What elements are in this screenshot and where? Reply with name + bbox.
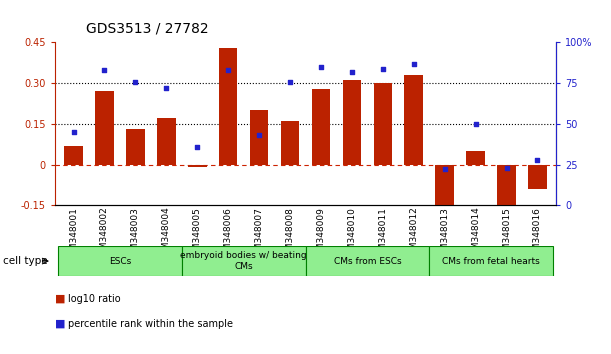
Point xyxy=(100,67,109,73)
Bar xyxy=(188,165,207,167)
Point xyxy=(131,79,141,84)
Point xyxy=(470,121,480,127)
Bar xyxy=(497,165,516,219)
Bar xyxy=(429,246,553,276)
Point xyxy=(316,64,326,70)
Bar xyxy=(281,121,299,165)
Bar xyxy=(219,48,238,165)
Text: CMs from fetal hearts: CMs from fetal hearts xyxy=(442,257,540,266)
Text: ESCs: ESCs xyxy=(109,257,131,266)
Bar xyxy=(343,80,361,165)
Point xyxy=(409,61,419,67)
Text: log10 ratio: log10 ratio xyxy=(68,294,121,304)
Point xyxy=(285,79,295,84)
Text: cell type: cell type xyxy=(3,256,48,266)
Bar xyxy=(157,119,175,165)
Point xyxy=(440,167,450,172)
Bar xyxy=(182,246,306,276)
Text: GDS3513 / 27782: GDS3513 / 27782 xyxy=(86,21,208,35)
Bar xyxy=(373,83,392,165)
Point xyxy=(68,129,78,135)
Text: CMs from ESCs: CMs from ESCs xyxy=(334,257,401,266)
Point xyxy=(533,157,543,162)
Bar xyxy=(58,246,182,276)
Text: percentile rank within the sample: percentile rank within the sample xyxy=(68,319,233,329)
Bar xyxy=(95,91,114,165)
Bar xyxy=(306,246,429,276)
Point xyxy=(502,165,511,171)
Bar xyxy=(436,165,454,216)
Point xyxy=(192,144,202,149)
Point xyxy=(254,132,264,138)
Text: embryoid bodies w/ beating
CMs: embryoid bodies w/ beating CMs xyxy=(180,251,307,271)
Text: ■: ■ xyxy=(55,294,69,304)
Bar xyxy=(126,129,145,165)
Bar xyxy=(466,151,485,165)
Bar xyxy=(404,75,423,165)
Point xyxy=(223,67,233,73)
Point xyxy=(161,85,171,91)
Bar xyxy=(312,88,330,165)
Bar xyxy=(250,110,268,165)
Bar xyxy=(528,165,547,189)
Point xyxy=(347,69,357,75)
Point xyxy=(378,66,388,72)
Text: ■: ■ xyxy=(55,319,69,329)
Bar xyxy=(64,145,83,165)
